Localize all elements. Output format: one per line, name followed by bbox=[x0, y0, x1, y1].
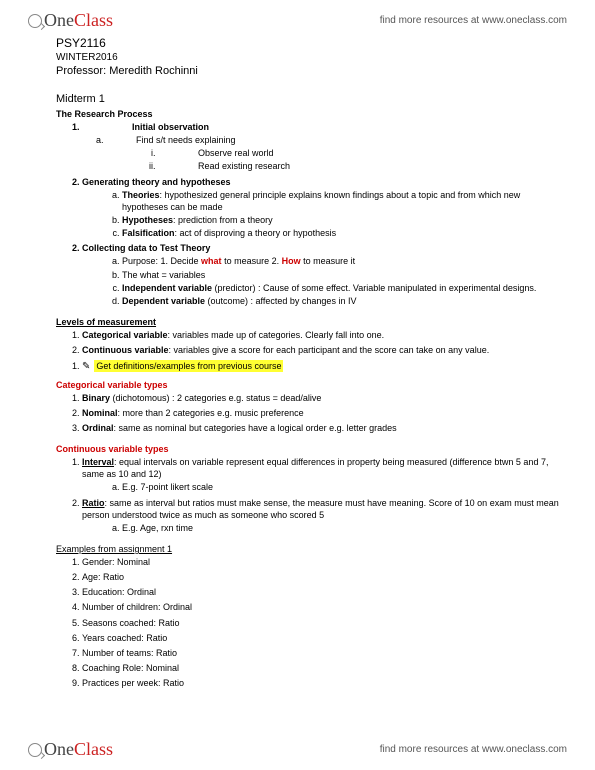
document-body: PSY2116 WINTER2016 Professor: Meredith R… bbox=[56, 36, 559, 692]
categorical-types-list: Binary (dichotomous) : 2 categories e.g.… bbox=[56, 392, 559, 434]
label: Initial observation bbox=[132, 122, 209, 132]
label: Generating theory and hypotheses bbox=[82, 177, 231, 187]
ex-gender: Gender: Nominal bbox=[82, 556, 559, 568]
interval: Interval: equal intervals on variable re… bbox=[82, 456, 559, 493]
magnifier-icon bbox=[28, 743, 42, 757]
research-process-title: The Research Process bbox=[56, 109, 559, 119]
midterm-heading: Midterm 1 bbox=[56, 93, 559, 105]
logo-text-one: One bbox=[44, 10, 74, 31]
iv: Independent variable (predictor) : Cause… bbox=[122, 282, 559, 294]
categorical-var: Categorical variable: variables made up … bbox=[82, 329, 559, 341]
ratio-example: E.g. Age, rxn time bbox=[122, 522, 559, 534]
hypotheses: Hypotheses: prediction from a theory bbox=[122, 214, 559, 226]
ex-children: Number of children: Ordinal bbox=[82, 601, 559, 613]
ex-teams: Number of teams: Ratio bbox=[82, 647, 559, 659]
continuous-var: Continuous variable: variables give a sc… bbox=[82, 344, 559, 356]
note-item: ✎ Get definitions/examples from previous … bbox=[82, 360, 559, 374]
professor-line: Professor: Meredith Rochinni bbox=[56, 65, 559, 77]
course-term: WINTER2016 bbox=[56, 52, 559, 63]
course-code: PSY2116 bbox=[56, 36, 559, 50]
obs-ii: Read existing research bbox=[158, 161, 290, 171]
nominal: Nominal: more than 2 categories e.g. mus… bbox=[82, 407, 559, 419]
label: Collecting data to Test Theory bbox=[82, 243, 210, 253]
ex-education: Education: Ordinal bbox=[82, 586, 559, 598]
research-list: Initial observation Find s/t needs expla… bbox=[56, 121, 559, 307]
ex-seasons: Seasons coached: Ratio bbox=[82, 617, 559, 629]
obs-a: Find s/t needs explaining bbox=[106, 135, 236, 145]
ex-age: Age: Ratio bbox=[82, 571, 559, 583]
brand-logo-footer: OneClass bbox=[28, 739, 113, 760]
find-more-link[interactable]: find more resources at www.oneclass.com bbox=[380, 15, 567, 26]
ratio: Ratio: same as interval but ratios must … bbox=[82, 497, 559, 534]
examples-list: Gender: Nominal Age: Ratio Education: Or… bbox=[56, 556, 559, 689]
note-list: ✎ Get definitions/examples from previous … bbox=[56, 360, 559, 374]
obs-i: Observe real world bbox=[158, 148, 274, 158]
binary: Binary (dichotomous) : 2 categories e.g.… bbox=[82, 392, 559, 404]
magnifier-icon bbox=[28, 14, 42, 28]
brand-logo: OneClass bbox=[28, 10, 113, 31]
ex-years: Years coached: Ratio bbox=[82, 632, 559, 644]
professor-label: Professor: bbox=[56, 65, 106, 77]
logo-text-one: One bbox=[44, 739, 74, 760]
the-what: The what = variables bbox=[122, 269, 559, 281]
item-collecting-data: Collecting data to Test Theory Purpose: … bbox=[82, 242, 559, 307]
ordinal: Ordinal: same as nominal but categories … bbox=[82, 422, 559, 434]
page-footer: OneClass find more resources at www.onec… bbox=[0, 733, 595, 766]
item-generating-theory: Generating theory and hypotheses Theorie… bbox=[82, 176, 559, 240]
page-header: OneClass find more resources at www.onec… bbox=[0, 4, 595, 37]
interval-example: E.g. 7-point likert scale bbox=[122, 481, 559, 493]
ex-role: Coaching Role: Nominal bbox=[82, 662, 559, 674]
highlighted-note: Get definitions/examples from previous c… bbox=[94, 360, 283, 372]
levels-heading: Levels of measurement bbox=[56, 317, 559, 327]
logo-text-class: Class bbox=[74, 739, 113, 760]
categorical-types-heading: Categorical variable types bbox=[56, 380, 559, 390]
find-more-link-footer[interactable]: find more resources at www.oneclass.com bbox=[380, 744, 567, 755]
professor-name: Meredith Rochinni bbox=[109, 65, 198, 77]
continuous-types-heading: Continuous variable types bbox=[56, 444, 559, 454]
dv: Dependent variable (outcome) : affected … bbox=[122, 295, 559, 307]
purpose: Purpose: 1. Decide what to measure 2. Ho… bbox=[122, 255, 559, 267]
examples-heading: Examples from assignment 1 bbox=[56, 544, 559, 554]
continuous-types-list: Interval: equal intervals on variable re… bbox=[56, 456, 559, 534]
logo-text-class: Class bbox=[74, 10, 113, 31]
theories: Theories: hypothesized general principle… bbox=[122, 189, 559, 213]
ex-practices: Practices per week: Ratio bbox=[82, 677, 559, 689]
falsification: Falsification: act of disproving a theor… bbox=[122, 227, 559, 239]
pencil-icon: ✎ bbox=[82, 361, 90, 372]
item-initial-observation: Initial observation Find s/t needs expla… bbox=[82, 121, 559, 173]
levels-list: Categorical variable: variables made up … bbox=[56, 329, 559, 356]
